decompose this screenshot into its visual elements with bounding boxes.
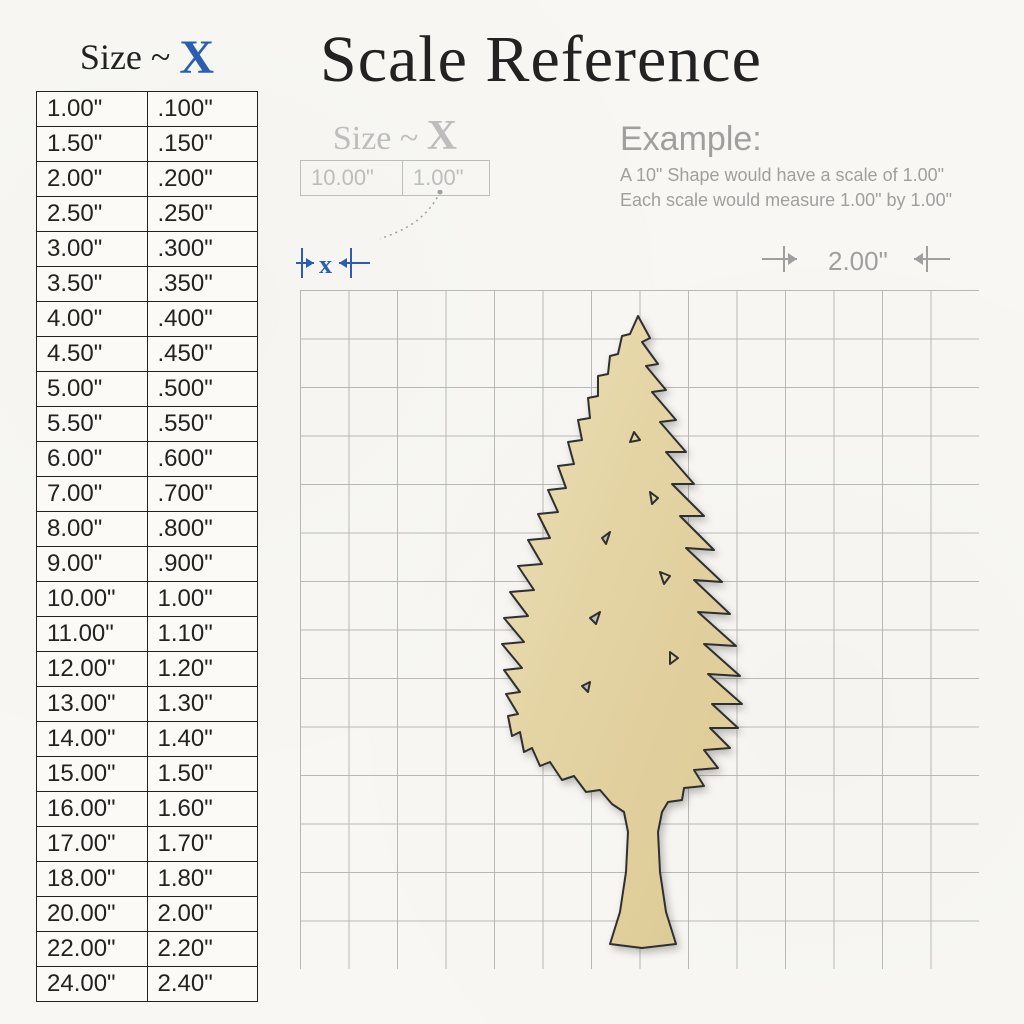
size-table-header: Size ~ X — [36, 30, 258, 85]
size-label: Size ~ — [80, 37, 179, 77]
example-block: Example: A 10" Shape would have a scale … — [620, 120, 952, 213]
size-table: 1.00".100"1.50".150"2.00".200"2.50".250"… — [36, 91, 258, 1002]
table-row: 3.00".300" — [37, 232, 258, 267]
table-row: 4.50".450" — [37, 337, 258, 372]
table-cell: 3.00" — [37, 232, 148, 267]
table-cell: 24.00" — [37, 967, 148, 1002]
table-row: 3.50".350" — [37, 267, 258, 302]
sub-size-header: Size ~ X — [300, 112, 490, 160]
table-cell: 3.50" — [37, 267, 148, 302]
table-cell: 1.00" — [37, 92, 148, 127]
table-cell: 5.00" — [37, 372, 148, 407]
table-cell: 1.60" — [147, 792, 258, 827]
table-row: 7.00".700" — [37, 477, 258, 512]
table-cell: .150" — [147, 127, 258, 162]
table-cell: 18.00" — [37, 862, 148, 897]
table-row: 15.00"1.50" — [37, 757, 258, 792]
two-inch-label: 2.00" — [828, 246, 888, 277]
table-cell: 4.00" — [37, 302, 148, 337]
dotted-connector — [380, 190, 540, 260]
table-cell: .550" — [147, 407, 258, 442]
table-cell: 1.30" — [147, 687, 258, 722]
table-cell: .700" — [147, 477, 258, 512]
page-title: Scale Reference — [320, 22, 762, 98]
table-cell: 20.00" — [37, 897, 148, 932]
table-cell: 16.00" — [37, 792, 148, 827]
table-cell: 22.00" — [37, 932, 148, 967]
table-row: 9.00".900" — [37, 547, 258, 582]
size-x-glyph: X — [179, 31, 214, 84]
table-row: 13.00"1.30" — [37, 687, 258, 722]
table-cell: 7.00" — [37, 477, 148, 512]
table-cell: 1.50" — [147, 757, 258, 792]
table-cell: .900" — [147, 547, 258, 582]
table-cell: 2.40" — [147, 967, 258, 1002]
x-marker-label: x — [319, 250, 332, 280]
table-cell: .500" — [147, 372, 258, 407]
table-cell: .100" — [147, 92, 258, 127]
table-row: 2.50".250" — [37, 197, 258, 232]
table-cell: .200" — [147, 162, 258, 197]
table-cell: 5.50" — [37, 407, 148, 442]
table-cell: .300" — [147, 232, 258, 267]
table-cell: .450" — [147, 337, 258, 372]
table-row: 20.00"2.00" — [37, 897, 258, 932]
table-cell: 17.00" — [37, 827, 148, 862]
table-row: 11.00"1.10" — [37, 617, 258, 652]
example-line1: A 10" Shape would have a scale of 1.00" — [620, 163, 952, 188]
tree-shape — [490, 312, 780, 952]
example-line2: Each scale would measure 1.00" by 1.00" — [620, 188, 952, 213]
table-row: 1.00".100" — [37, 92, 258, 127]
table-cell: 11.00" — [37, 617, 148, 652]
table-row: 22.00"2.20" — [37, 932, 258, 967]
table-cell: .350" — [147, 267, 258, 302]
example-label: Example: — [620, 120, 952, 159]
table-row: 2.00".200" — [37, 162, 258, 197]
table-row: 10.00"1.00" — [37, 582, 258, 617]
table-row: 1.50".150" — [37, 127, 258, 162]
table-row: 16.00"1.60" — [37, 792, 258, 827]
table-row: 5.50".550" — [37, 407, 258, 442]
sub-size-x-glyph: X — [427, 113, 457, 159]
table-cell: 2.20" — [147, 932, 258, 967]
table-cell: 15.00" — [37, 757, 148, 792]
table-cell: 1.80" — [147, 862, 258, 897]
table-row: 17.00"1.70" — [37, 827, 258, 862]
table-row: 14.00"1.40" — [37, 722, 258, 757]
table-cell: .400" — [147, 302, 258, 337]
table-row: 12.00"1.20" — [37, 652, 258, 687]
table-cell: 6.00" — [37, 442, 148, 477]
table-cell: 1.20" — [147, 652, 258, 687]
table-row: 24.00"2.40" — [37, 967, 258, 1002]
x-dimension-marker: x — [296, 244, 376, 284]
table-cell: 1.00" — [147, 582, 258, 617]
sub-size-panel: Size ~ X 10.00" 1.00" — [300, 112, 490, 196]
table-row: 8.00".800" — [37, 512, 258, 547]
table-cell: 1.40" — [147, 722, 258, 757]
table-cell: 12.00" — [37, 652, 148, 687]
table-cell: 2.50" — [37, 197, 148, 232]
table-row: 6.00".600" — [37, 442, 258, 477]
table-cell: 1.70" — [147, 827, 258, 862]
table-cell: 9.00" — [37, 547, 148, 582]
table-cell: .800" — [147, 512, 258, 547]
table-cell: 2.00" — [147, 897, 258, 932]
table-cell: .250" — [147, 197, 258, 232]
table-cell: .600" — [147, 442, 258, 477]
table-cell: 2.00" — [37, 162, 148, 197]
table-cell: 1.50" — [37, 127, 148, 162]
table-cell: 13.00" — [37, 687, 148, 722]
table-cell: 1.10" — [147, 617, 258, 652]
sub-size-label: Size ~ — [333, 120, 427, 157]
table-cell: 8.00" — [37, 512, 148, 547]
table-cell: 4.50" — [37, 337, 148, 372]
table-row: 5.00".500" — [37, 372, 258, 407]
size-table-panel: Size ~ X 1.00".100"1.50".150"2.00".200"2… — [36, 30, 258, 1002]
table-row: 18.00"1.80" — [37, 862, 258, 897]
table-cell: 10.00" — [37, 582, 148, 617]
table-cell: 14.00" — [37, 722, 148, 757]
table-row: 4.00".400" — [37, 302, 258, 337]
